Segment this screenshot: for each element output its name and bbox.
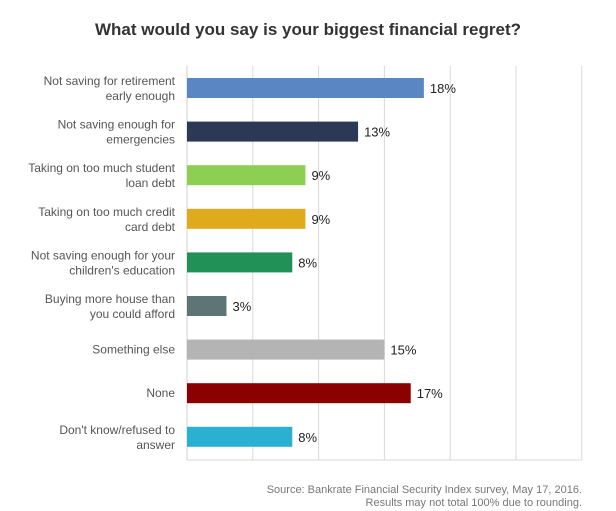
bar (187, 208, 306, 229)
bar (187, 252, 293, 273)
bars (187, 78, 424, 447)
category-label: Buying more house than you could afford (45, 292, 175, 321)
data-label: 18% (430, 81, 456, 96)
category-label-line: early enough (106, 89, 175, 103)
category-label-line: Something else (92, 343, 175, 357)
category-label: Don't know/refused to answer (59, 423, 175, 452)
category-label: Something else (92, 343, 175, 357)
category-label-line: loan debt (126, 176, 176, 190)
bar (187, 339, 385, 360)
category-label-line: you could afford (90, 307, 175, 321)
data-label: 8% (298, 255, 317, 270)
category-label: Not saving for retirement early enough (44, 74, 176, 103)
category-label-line: answer (136, 438, 175, 452)
category-label-line: card debt (125, 220, 176, 234)
data-label: 8% (298, 430, 317, 445)
rounding-note: Results may not total 100% due to roundi… (365, 497, 582, 509)
category-label: None (146, 386, 175, 400)
bar (187, 426, 293, 447)
bar (187, 296, 227, 316)
bar-chart: Not saving for retirement early enoughNot… (28, 66, 583, 461)
category-label-line: Not saving enough for your (31, 248, 175, 262)
chart-title: What would you say is your biggest finan… (94, 20, 521, 39)
category-labels: Not saving for retirement early enoughNot… (28, 74, 175, 452)
category-label-line: Taking on too much credit (38, 205, 175, 219)
chart-footer: Source: Bankrate Financial Security Inde… (267, 484, 582, 510)
category-label-line: emergencies (106, 133, 175, 147)
value-labels: 18% 13% 9% 9% 8% 3% 15% 17% 8% (232, 81, 456, 445)
category-label: Taking on too much credit card debt (38, 205, 175, 234)
data-label: 9% (311, 168, 330, 183)
data-label: 3% (232, 299, 251, 314)
bar (187, 78, 424, 98)
data-label: 13% (364, 125, 390, 140)
source-note: Source: Bankrate Financial Security Inde… (266, 484, 582, 496)
category-label-line: children's education (69, 263, 175, 277)
data-label: 9% (311, 212, 330, 227)
category-label-line: Not saving enough for (58, 118, 175, 132)
category-label-line: Buying more house than (45, 292, 175, 306)
category-label-line: Don't know/refused to (59, 423, 175, 437)
category-label: Not saving enough for emergencies (58, 118, 175, 147)
bar (187, 165, 306, 186)
category-label: Taking on too much student loan debt (28, 161, 175, 190)
bar (187, 383, 411, 404)
category-label: Not saving enough for your children's edu… (31, 248, 175, 277)
data-label: 17% (417, 386, 443, 401)
data-label: 15% (390, 343, 416, 358)
category-label-line: Taking on too much student (28, 161, 175, 175)
bar (187, 121, 359, 142)
category-label-line: Not saving for retirement (44, 74, 176, 88)
category-label-line: None (146, 386, 175, 400)
